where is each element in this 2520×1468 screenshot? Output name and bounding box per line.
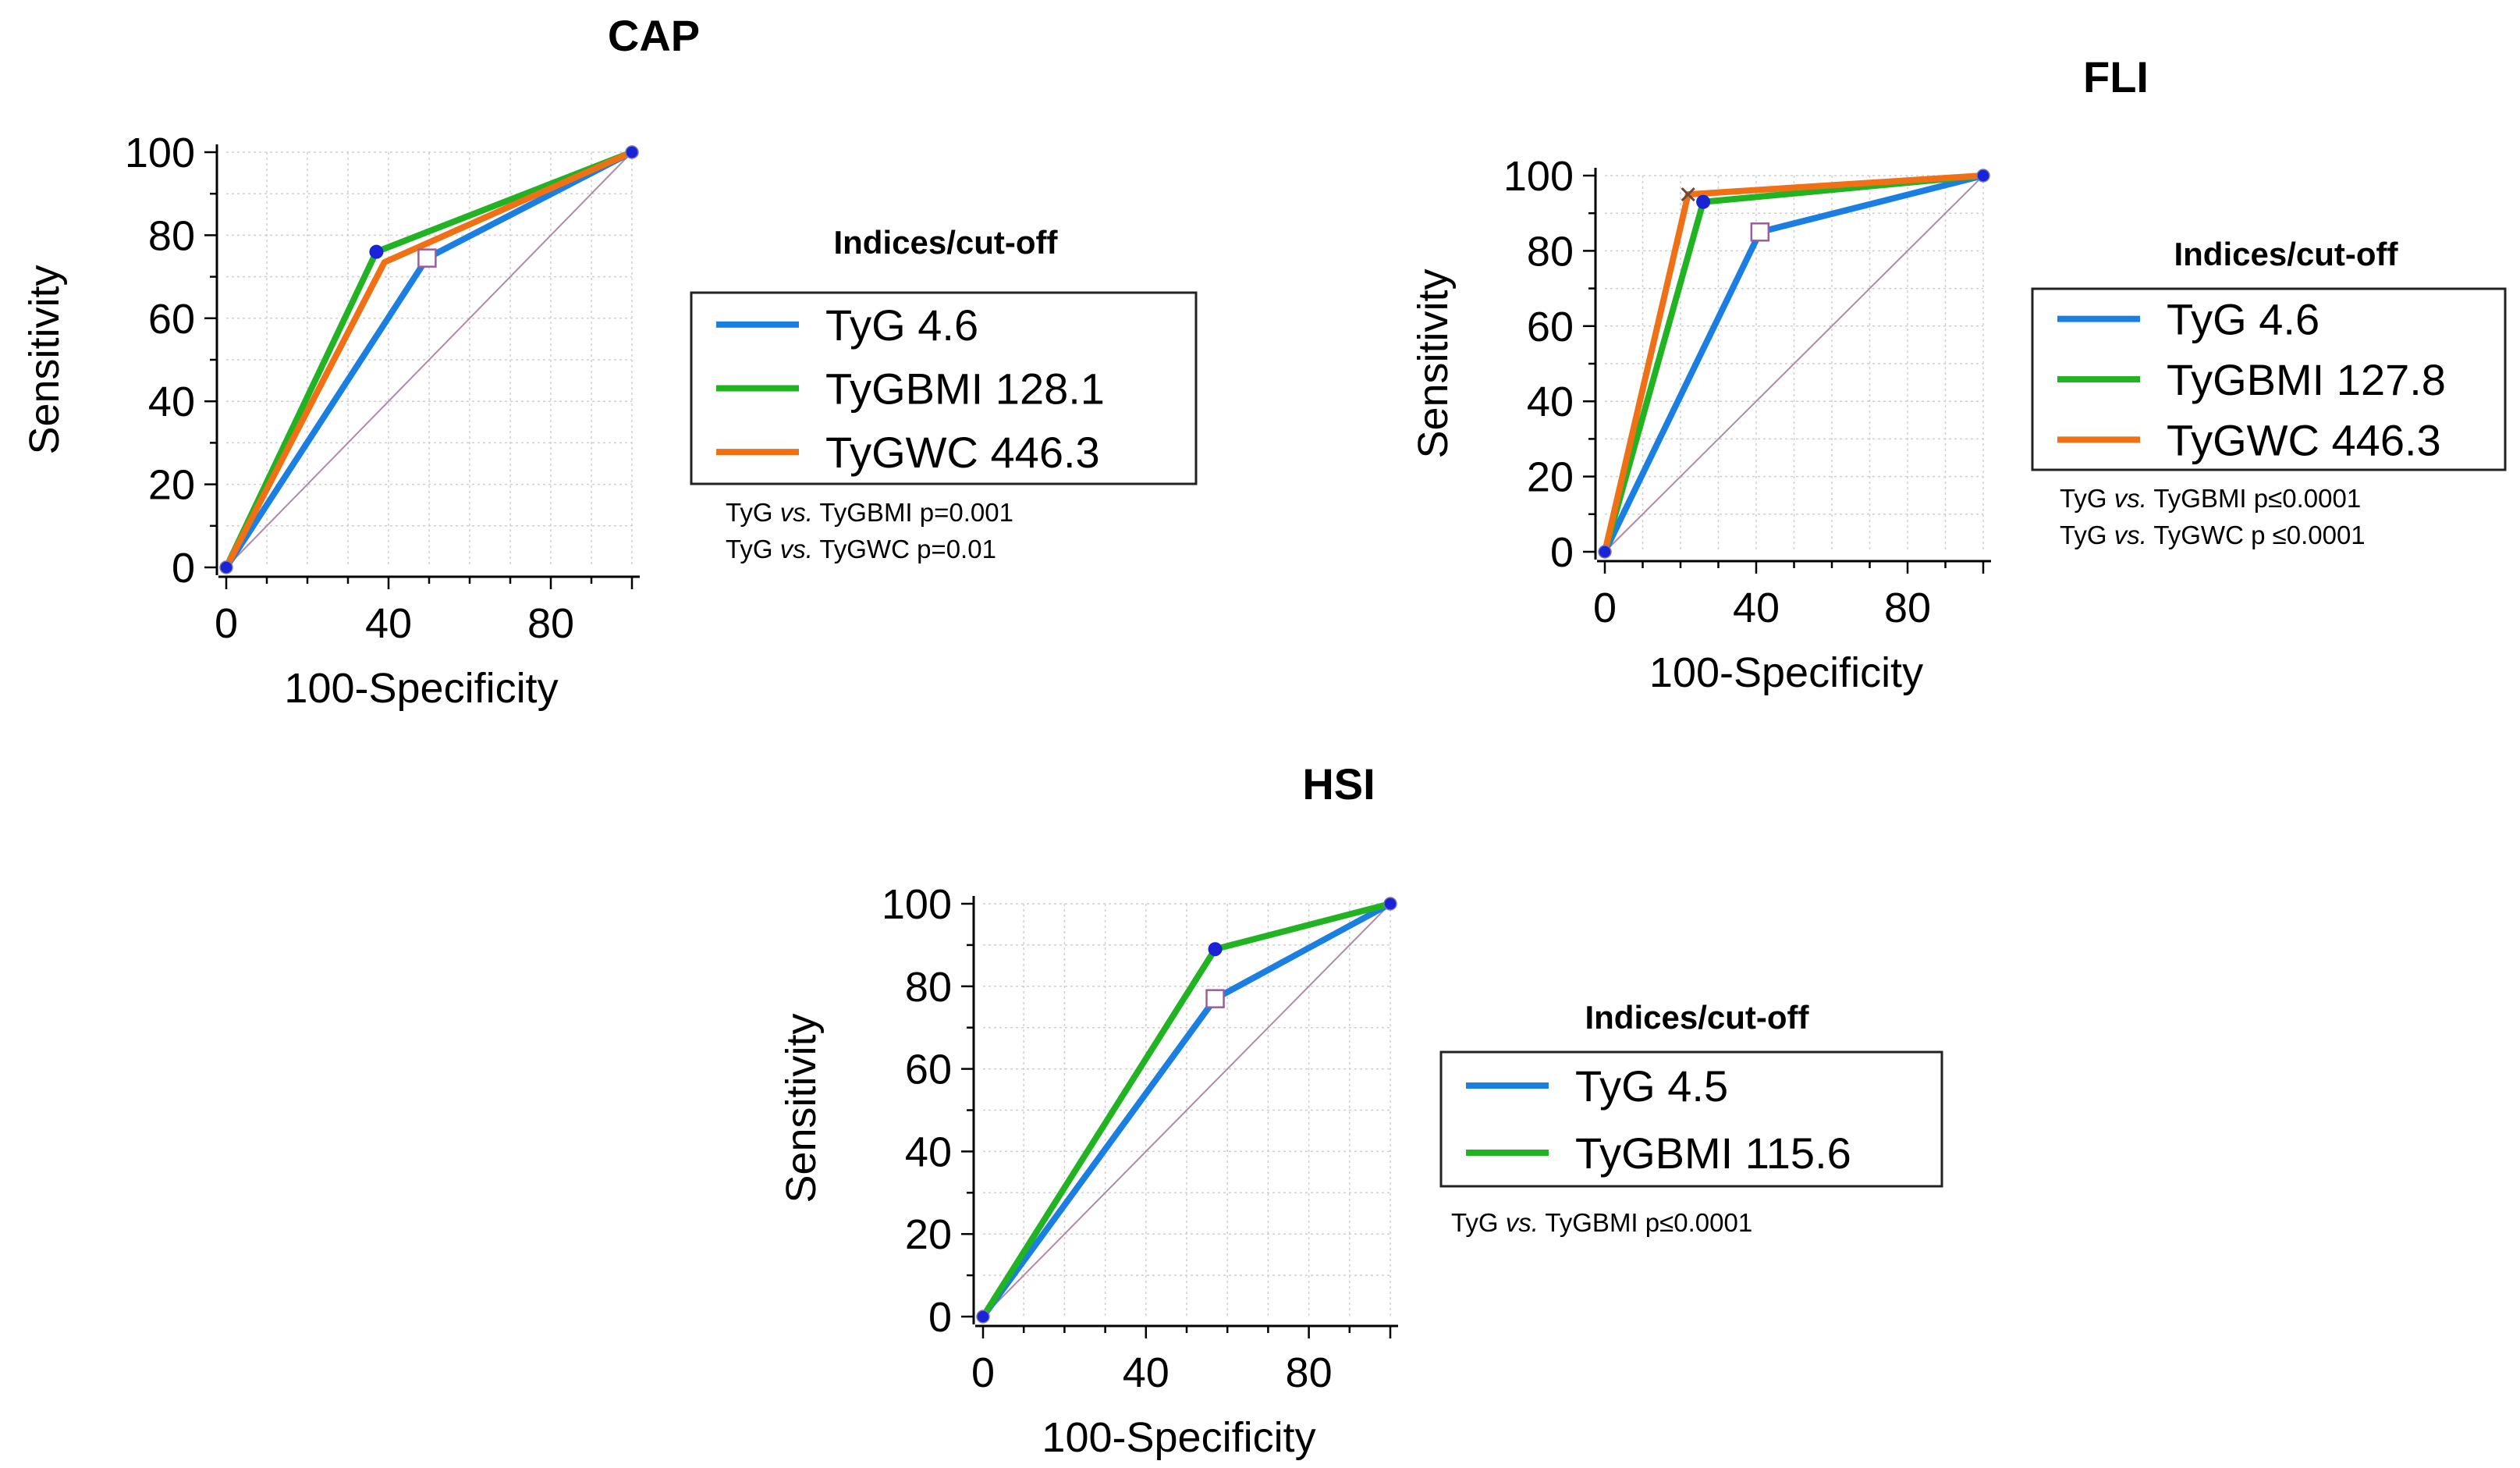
reference-diagonal	[982, 903, 1391, 1317]
x-tick-label: 80	[1286, 1349, 1333, 1396]
chart-panel-fli: FLI 0 20 40 60 80 100 0 40 80 100-Specificity Sensi…	[1410, 52, 2507, 696]
y-tick-label: 0	[928, 1294, 952, 1341]
endpoint-marker	[976, 1310, 990, 1324]
chart-panel-cap: CAP 0 20 40 60 80 100 0 40 80 100-Specificity Sensi…	[21, 11, 1198, 712]
comparison-note: TyG vs. TyGWC p ≤0.0001	[2060, 521, 2366, 549]
y-tick-label: 20	[905, 1211, 952, 1258]
y-tick-label: 0	[172, 545, 195, 592]
x-tick-label: 80	[527, 600, 574, 647]
y-tick-label: 60	[148, 296, 195, 343]
note-vs: vs.	[2114, 521, 2147, 549]
legend-label-tyg: TyG 4.5	[1575, 1061, 1728, 1111]
x-tick-label: 0	[1593, 585, 1617, 631]
x-axis-label: 100-Specificity	[1042, 1414, 1315, 1461]
x-tick-label: 0	[215, 600, 238, 647]
note-index-a: TyG	[2060, 521, 2114, 549]
legend-label-tygwc: TyGWC 446.3	[825, 428, 1100, 477]
note-vs: vs.	[780, 498, 813, 527]
endpoint-marker	[625, 145, 639, 159]
cutoff-marker-tyg	[1750, 222, 1770, 242]
cutoff-marker-tygbmi	[1208, 942, 1223, 957]
y-tick-label: 0	[1550, 529, 1574, 576]
endpoint-marker	[1976, 169, 1990, 183]
note-index-b-pvalue: TyGBMI p≤0.0001	[1539, 1208, 1752, 1237]
note-index-b-pvalue: TyGWC p=0.01	[813, 535, 996, 563]
x-tick-label: 40	[1123, 1349, 1169, 1396]
reference-diagonal	[1604, 175, 1984, 553]
comparison-note: TyG vs. TyGBMI p≤0.0001	[2060, 484, 2361, 513]
note-index-b-pvalue: TyGBMI p=0.001	[813, 498, 1013, 527]
legend-label-tyg: TyG 4.6	[825, 300, 978, 350]
endpoint-marker	[219, 560, 233, 574]
chart-title: HSI	[1302, 759, 1375, 809]
note-vs: vs.	[780, 535, 813, 563]
y-tick-label: 100	[882, 881, 952, 928]
legend-label-tyg: TyG 4.6	[2167, 295, 2319, 344]
legend-label-tygbmi: TyGBMI 127.8	[2167, 355, 2446, 404]
y-axis-label: Sensitivity	[21, 265, 68, 454]
y-tick-label: 60	[1527, 304, 1574, 350]
comparison-note: TyG vs. TyGWC p=0.01	[726, 535, 996, 563]
reference-diagonal	[225, 151, 633, 568]
y-tick-label: 60	[905, 1047, 952, 1093]
chart-title: CAP	[608, 11, 700, 60]
y-tick-label: 40	[905, 1129, 952, 1175]
y-tick-label: 20	[1527, 454, 1574, 501]
legend-title: Indices/cut-off	[1585, 999, 1809, 1036]
cutoff-marker-tyg	[417, 248, 437, 268]
y-tick-label: 80	[148, 212, 195, 259]
cutoff-marker-tygbmi	[369, 244, 384, 259]
chart-title: FLI	[2083, 52, 2149, 101]
cutoff-marker-tygwc	[1681, 187, 1695, 202]
y-tick-label: 100	[1503, 153, 1574, 200]
note-index-b-pvalue: TyGWC p ≤0.0001	[2147, 521, 2366, 549]
y-axis-label: Sensitivity	[778, 1013, 825, 1203]
note-index-a: TyG	[2060, 484, 2114, 513]
note-index-a: TyG	[726, 498, 780, 527]
x-axis-label: 100-Specificity	[1649, 649, 1923, 696]
y-tick-label: 80	[905, 964, 952, 1011]
y-tick-label: 20	[148, 462, 195, 509]
y-tick-label: 100	[125, 130, 195, 176]
note-index-a: TyG	[726, 535, 780, 563]
comparison-note: TyG vs. TyGBMI p≤0.0001	[1451, 1208, 1752, 1237]
legend-label-tygbmi: TyGBMI 115.6	[1575, 1129, 1851, 1178]
legend-label-tygwc: TyGWC 446.3	[2167, 415, 2441, 464]
x-axis-label: 100-Specificity	[284, 665, 558, 712]
cutoff-marker-tygbmi	[1696, 194, 1711, 209]
y-axis-label: Sensitivity	[1410, 268, 1457, 458]
legend-label-tygbmi: TyGBMI 128.1	[825, 364, 1105, 414]
note-index-a: TyG	[1451, 1208, 1506, 1237]
legend-title: Indices/cut-off	[833, 224, 1058, 261]
comparison-note: TyG vs. TyGBMI p=0.001	[726, 498, 1013, 527]
endpoint-marker	[1598, 545, 1612, 559]
cutoff-marker-tyg	[1205, 989, 1225, 1008]
series-line-tygwc	[223, 149, 635, 570]
endpoint-marker	[1383, 897, 1397, 911]
note-vs: vs.	[1506, 1208, 1539, 1237]
y-tick-label: 40	[148, 379, 195, 425]
note-vs: vs.	[2114, 484, 2147, 513]
chart-panel-hsi: HSI 0 20 40 60 80 100 0 40 80 100-Specificity Sensi…	[778, 759, 1943, 1461]
legend-box	[1439, 1050, 1943, 1188]
x-tick-label: 40	[1733, 585, 1780, 631]
legend-title: Indices/cut-off	[2174, 236, 2398, 272]
y-tick-label: 40	[1527, 379, 1574, 425]
x-tick-label: 40	[365, 600, 412, 647]
x-tick-label: 80	[1884, 585, 1931, 631]
note-index-b-pvalue: TyGBMI p≤0.0001	[2147, 484, 2361, 513]
y-tick-label: 80	[1527, 228, 1574, 275]
x-tick-label: 0	[971, 1349, 995, 1396]
